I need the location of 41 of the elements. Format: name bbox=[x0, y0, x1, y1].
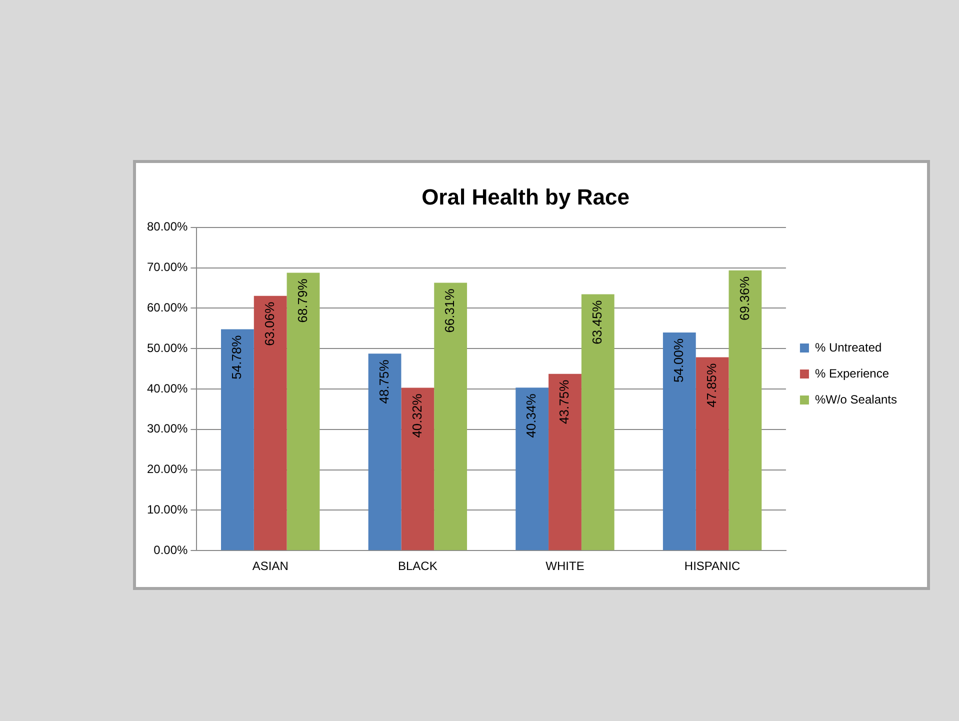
data-label: 63.45% bbox=[589, 300, 604, 344]
bar bbox=[221, 329, 254, 550]
bar bbox=[662, 332, 696, 550]
data-label: 66.31% bbox=[442, 288, 458, 333]
y-tick-label: 50.00% bbox=[146, 340, 188, 355]
bar bbox=[286, 272, 320, 550]
y-tick-label: 80.00% bbox=[146, 220, 188, 234]
legend-label: % Experience bbox=[814, 366, 890, 380]
y-tick-label: 40.00% bbox=[146, 381, 188, 396]
legend-label: %W/o Sealants bbox=[814, 392, 898, 406]
x-tick-label: WHITE bbox=[546, 559, 584, 574]
y-tick-label: 20.00% bbox=[146, 462, 188, 476]
x-tick-label: HISPANIC bbox=[684, 559, 741, 574]
x-tick-label: BLACK bbox=[398, 559, 438, 574]
y-tick-label: 0.00% bbox=[154, 542, 188, 557]
bar bbox=[696, 357, 729, 550]
data-label: 69.36% bbox=[736, 276, 752, 320]
data-label: 40.32% bbox=[409, 393, 424, 438]
data-label: 43.75% bbox=[556, 379, 572, 424]
bar bbox=[434, 282, 468, 550]
y-tick-label: 30.00% bbox=[146, 422, 188, 436]
data-label: 47.85% bbox=[704, 362, 719, 408]
data-label: 63.06% bbox=[262, 301, 277, 346]
data-label: 54.78% bbox=[229, 334, 244, 380]
bar bbox=[728, 270, 762, 550]
bar bbox=[401, 388, 434, 550]
legend-label: % Untreated bbox=[814, 340, 882, 354]
y-tick-label: 60.00% bbox=[146, 300, 188, 315]
bar bbox=[368, 354, 402, 550]
data-label: 68.79% bbox=[294, 278, 310, 323]
chart-title: Oral Health by Race bbox=[422, 184, 630, 210]
bar bbox=[581, 294, 614, 550]
y-tick-label: 10.00% bbox=[146, 502, 188, 517]
x-tick-label: ASIAN bbox=[252, 559, 288, 574]
data-label: 48.75% bbox=[376, 359, 392, 404]
bar bbox=[548, 374, 582, 550]
data-label: 40.34% bbox=[524, 393, 539, 438]
bar bbox=[254, 296, 287, 550]
y-tick-label: 70.00% bbox=[146, 260, 188, 274]
data-label: 54.00% bbox=[670, 338, 686, 383]
bar bbox=[516, 388, 549, 550]
